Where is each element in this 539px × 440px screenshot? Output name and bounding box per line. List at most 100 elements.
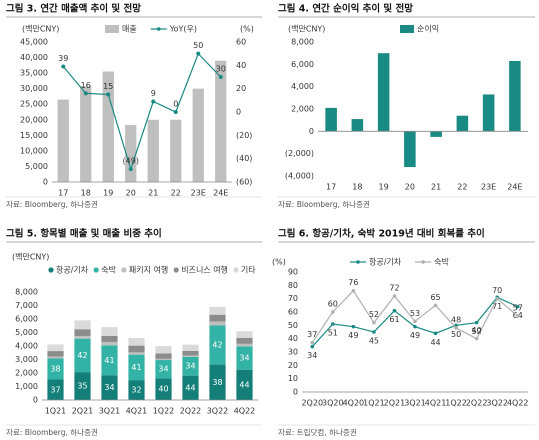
point bbox=[372, 320, 376, 325]
bar-segment bbox=[101, 335, 118, 342]
x-tick-label: 3Q21 bbox=[404, 399, 426, 408]
bar bbox=[456, 115, 469, 132]
share-label: 44 bbox=[185, 383, 195, 392]
legend-dot bbox=[421, 260, 425, 264]
bar-segment bbox=[128, 337, 145, 346]
data-label: 52 bbox=[472, 327, 482, 336]
y-tick-label: 3,000 bbox=[15, 355, 38, 364]
data-label: 9 bbox=[151, 89, 156, 98]
legend-label: 기타 bbox=[241, 266, 256, 275]
y-tick-label: 20,000 bbox=[20, 115, 48, 124]
x-tick-label: 23E bbox=[481, 183, 496, 192]
share-label: 32 bbox=[131, 386, 141, 395]
bar-segment bbox=[155, 378, 172, 400]
share-label: 35 bbox=[77, 382, 87, 391]
data-label: 45 bbox=[369, 337, 379, 346]
x-tick-label: 19 bbox=[103, 189, 113, 198]
point bbox=[331, 310, 335, 314]
legend-label: YoY(우) bbox=[169, 25, 197, 34]
x-tick-label: 1Q22 bbox=[153, 407, 175, 416]
bar bbox=[192, 88, 204, 182]
y-tick-label: 8,000 bbox=[291, 38, 314, 47]
point bbox=[392, 294, 397, 298]
point bbox=[433, 331, 438, 336]
source: 자료: 트립닷컴, 하나증권 bbox=[278, 427, 357, 437]
y2-tick-label: 60 bbox=[236, 38, 246, 47]
bar-segment bbox=[74, 372, 91, 400]
bar-segment bbox=[128, 352, 145, 355]
y-tick-label: 6,000 bbox=[15, 315, 38, 324]
point bbox=[413, 324, 417, 329]
y-tick-label: 25,000 bbox=[20, 100, 48, 109]
y-tick-label: 90 bbox=[288, 268, 298, 277]
y-tick-label: 7,000 bbox=[15, 301, 38, 310]
x-tick-label: 2Q21 bbox=[72, 407, 94, 416]
y-tick-label: 70 bbox=[288, 294, 298, 303]
x-tick-label: 17 bbox=[326, 183, 336, 192]
y-unit: (백만CNY) bbox=[288, 24, 325, 34]
x-tick-label: 4Q22 bbox=[507, 399, 529, 408]
y-tick-label: 6,000 bbox=[291, 60, 314, 69]
bar-segment bbox=[209, 314, 226, 322]
data-label: 30 bbox=[216, 65, 226, 74]
y-tick-label: 45,000 bbox=[20, 38, 48, 47]
bar-segment bbox=[236, 369, 253, 400]
y2-tick-label: 40 bbox=[236, 61, 246, 70]
bar bbox=[430, 131, 442, 137]
x-tick-label: 19 bbox=[379, 183, 389, 192]
share-label: 41 bbox=[131, 363, 141, 372]
point bbox=[331, 322, 335, 326]
y-tick-label: 80 bbox=[288, 281, 298, 290]
bar bbox=[509, 60, 521, 132]
legend-label: 패키지 여행 bbox=[129, 265, 168, 275]
point bbox=[218, 75, 223, 79]
bar-segment bbox=[101, 375, 118, 400]
data-label: 51 bbox=[328, 329, 338, 338]
bar bbox=[351, 119, 364, 132]
bar bbox=[102, 71, 114, 182]
data-label: 0 bbox=[173, 100, 178, 109]
legend-dot bbox=[233, 267, 239, 273]
point bbox=[173, 110, 178, 114]
point bbox=[454, 326, 458, 330]
x-tick-label: 24E bbox=[213, 189, 228, 198]
y-tick-label: 0 bbox=[43, 178, 48, 187]
y-tick-label: 35,000 bbox=[20, 69, 48, 78]
line bbox=[62, 52, 222, 172]
legend-label: 순이익 bbox=[417, 24, 439, 34]
data-label: 50 bbox=[193, 41, 203, 50]
bar-segment bbox=[182, 344, 199, 351]
share-label: 42 bbox=[212, 341, 222, 350]
share-label: 34 bbox=[158, 365, 168, 374]
bar bbox=[325, 107, 337, 132]
bar bbox=[482, 94, 495, 132]
legend-label: 숙박 bbox=[434, 257, 449, 267]
y-tick-label: 50 bbox=[288, 321, 298, 330]
chart-title: 그림 5. 항목별 매출 및 매출 비중 추이 bbox=[6, 228, 162, 240]
legend-dot bbox=[356, 260, 360, 264]
point bbox=[372, 330, 376, 334]
data-label: 49 bbox=[348, 331, 358, 340]
bar-segment bbox=[101, 341, 118, 346]
y-tick-label: 40,000 bbox=[20, 53, 48, 62]
share-label: 37 bbox=[50, 385, 60, 394]
y-tick-label: 60 bbox=[288, 308, 298, 317]
data-label: 57 bbox=[513, 304, 523, 313]
legend-label: 항공/기차 bbox=[369, 258, 402, 267]
point bbox=[515, 304, 520, 309]
data-label: 65 bbox=[430, 293, 440, 302]
point bbox=[474, 336, 479, 341]
point bbox=[433, 303, 438, 308]
data-label: 70 bbox=[492, 286, 502, 295]
x-tick-label: 24E bbox=[507, 183, 522, 192]
bar-segment bbox=[101, 345, 118, 376]
point bbox=[310, 344, 315, 349]
point bbox=[474, 320, 479, 325]
bar-segment bbox=[182, 355, 199, 357]
data-label: 61 bbox=[389, 315, 399, 324]
bar-segment bbox=[236, 343, 253, 347]
bar-segment bbox=[182, 350, 199, 356]
legend-swatch bbox=[105, 25, 119, 33]
data-label: 50 bbox=[451, 330, 461, 339]
